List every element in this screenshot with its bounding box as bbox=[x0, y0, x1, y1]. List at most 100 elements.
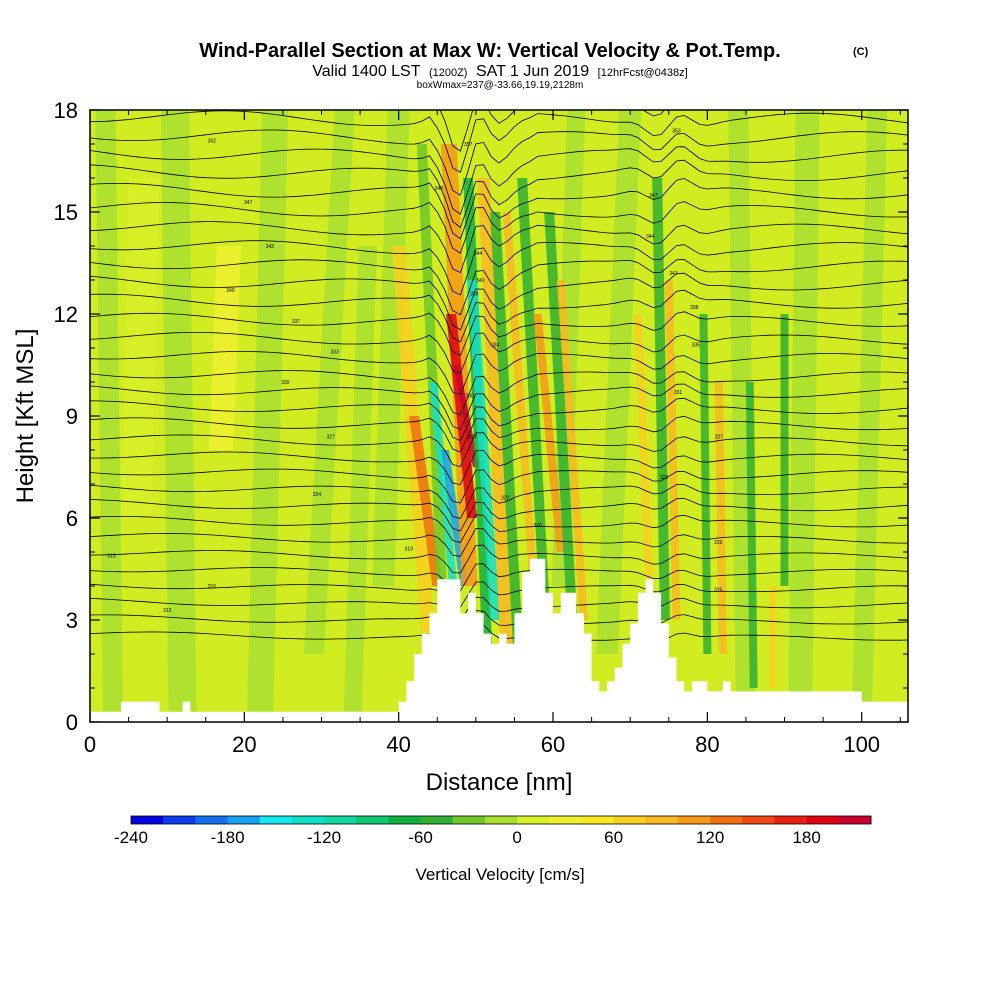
velocity-field bbox=[95, 110, 888, 722]
isentrope-line bbox=[90, 159, 908, 229]
isentrope-line bbox=[90, 497, 908, 532]
contour-label: 340 bbox=[226, 288, 235, 294]
isentrope-line bbox=[90, 332, 908, 374]
isentrope-line bbox=[90, 221, 908, 274]
y-tick-label: 9 bbox=[66, 404, 78, 429]
colorbar-tick-label: -120 bbox=[307, 828, 341, 847]
contour-label: 335 bbox=[692, 343, 701, 349]
axes: 0 20 40 60 80 100 0 3 6 9 12 15 18 bbox=[54, 98, 908, 757]
contour-label: 343 bbox=[266, 244, 275, 250]
colorbar-swatch bbox=[356, 816, 389, 824]
contour-label: 337 bbox=[292, 319, 301, 325]
colorbar-tick-label: 180 bbox=[792, 828, 820, 847]
colorbar-tick-label: -180 bbox=[211, 828, 245, 847]
isentrope-line bbox=[90, 484, 908, 519]
colorbar-tick-label: 0 bbox=[512, 828, 521, 847]
plot-area: 318 313 316 352 347 343 340 337 333 330 327 324 319 3… bbox=[90, 110, 908, 722]
contour-label: 324 bbox=[313, 492, 322, 498]
isentrope-line bbox=[90, 370, 908, 416]
colorbar-frame bbox=[130, 815, 872, 825]
contour-label: 322 bbox=[501, 496, 510, 502]
colorbar-swatch bbox=[195, 816, 228, 824]
y-tick-label: 12 bbox=[54, 302, 78, 327]
colorbar-swatch bbox=[645, 816, 679, 824]
colorbar-label: Vertical Velocity [cm/s] bbox=[415, 865, 584, 884]
colorbar-tick-label: 60 bbox=[604, 828, 623, 847]
y-tick-label: 3 bbox=[66, 608, 78, 633]
colorbar-swatch bbox=[742, 816, 775, 824]
colorbar-swatch bbox=[131, 816, 164, 824]
contour-label: 331 bbox=[674, 390, 683, 396]
colorbar-swatch bbox=[291, 816, 325, 824]
contour-label: 315 bbox=[714, 587, 723, 593]
isentrope-line bbox=[90, 289, 908, 343]
contour-label: 347 bbox=[244, 200, 253, 206]
contour-label: 344 bbox=[646, 234, 655, 240]
isentrope-line bbox=[90, 610, 908, 634]
contour-label: 320 bbox=[533, 523, 542, 529]
contour-label: 323 bbox=[660, 475, 669, 481]
contour-label: 353 bbox=[672, 128, 681, 134]
contour-label: 318 bbox=[107, 553, 116, 559]
isentrope-line bbox=[90, 528, 908, 557]
contour-label: 344 bbox=[474, 251, 483, 257]
contour-label: 341 bbox=[476, 278, 485, 284]
isentrope-line bbox=[90, 110, 908, 174]
x-axis-label: Distance [nm] bbox=[426, 769, 573, 796]
colorbar-swatch bbox=[420, 816, 454, 824]
contour-label: 313 bbox=[163, 608, 172, 614]
y-tick-label: 6 bbox=[66, 506, 78, 531]
x-tick-label: 0 bbox=[84, 732, 96, 757]
colorbar-swatch bbox=[259, 816, 293, 824]
colorbar-tick-label: -240 bbox=[114, 828, 148, 847]
colorbar: -240 -180 -120 -60 0 60 120 180 bbox=[114, 815, 872, 847]
isentrope-line bbox=[90, 311, 908, 357]
x-tick-label: 20 bbox=[232, 732, 256, 757]
isentrope-line bbox=[90, 240, 908, 296]
x-tick-label: 80 bbox=[695, 732, 719, 757]
isentrope-line bbox=[90, 383, 908, 431]
colorbar-swatch bbox=[324, 816, 357, 824]
contour-label: 348 bbox=[435, 186, 444, 192]
contour-labels: 318 313 316 352 347 343 340 337 333 330 327 324 319 3… bbox=[107, 128, 723, 613]
isentrope-line bbox=[90, 351, 908, 396]
isentrope-line bbox=[90, 259, 908, 316]
isentrope-line bbox=[90, 544, 908, 574]
isentrope-line bbox=[90, 178, 908, 240]
chart-title-mark: (C) bbox=[853, 46, 869, 58]
contour-label: 316 bbox=[208, 584, 217, 590]
isentrope-line bbox=[90, 449, 908, 486]
isentrope-line bbox=[90, 272, 908, 331]
colorbar-swatch bbox=[774, 816, 807, 824]
isentrope-line bbox=[90, 563, 908, 592]
y-tick-label: 18 bbox=[54, 98, 78, 123]
contour-label: 347 bbox=[649, 193, 658, 199]
chart-subtitle: Valid 1400 LST (1200Z) SAT 1 Jun 2019 [1… bbox=[312, 63, 687, 80]
contour-label: 352 bbox=[208, 139, 217, 145]
contour-label: 330 bbox=[466, 394, 475, 400]
y-tick-label: 15 bbox=[54, 200, 78, 225]
y-tick-label: 0 bbox=[66, 710, 78, 735]
isentrope-line bbox=[90, 514, 908, 543]
contour-label: 319 bbox=[405, 547, 414, 553]
isentrope-line bbox=[90, 432, 908, 468]
potential-temperature-contours bbox=[90, 110, 908, 647]
contour-label: 357 bbox=[464, 142, 473, 148]
colorbar-swatch bbox=[613, 816, 647, 824]
contour-label: 333 bbox=[330, 349, 339, 355]
colorbar-swatch bbox=[163, 816, 196, 824]
contour-label: 339 bbox=[470, 292, 479, 298]
chart-subtitle-2: boxWmax=237@-33.66,19.19,2128m bbox=[417, 80, 584, 91]
isentrope-line bbox=[90, 397, 908, 442]
isentrope-line bbox=[90, 129, 908, 196]
isentrope-line bbox=[90, 468, 908, 504]
colorbar-swatch bbox=[484, 816, 518, 824]
colorbar-swatch bbox=[549, 816, 582, 824]
isentrope-line bbox=[90, 415, 908, 453]
isentrope-line bbox=[90, 581, 908, 608]
contour-label: 327 bbox=[469, 434, 478, 440]
contour-label: 341 bbox=[669, 271, 678, 277]
contour-label: 330 bbox=[281, 380, 290, 386]
contour-label: 319 bbox=[714, 540, 723, 546]
x-tick-label: 60 bbox=[541, 732, 565, 757]
